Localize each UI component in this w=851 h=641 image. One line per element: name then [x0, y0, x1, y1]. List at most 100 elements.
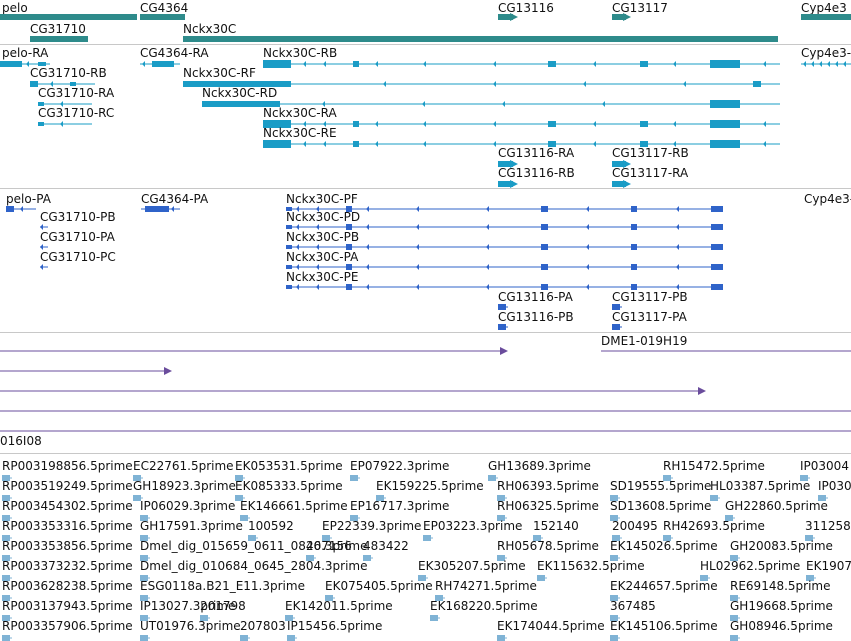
- feature-glyph[interactable]: [498, 178, 525, 190]
- feature-glyph[interactable]: [2, 512, 22, 524]
- feature-glyph[interactable]: [140, 11, 195, 23]
- feature-glyph[interactable]: [488, 472, 508, 484]
- feature-glyph[interactable]: [141, 203, 190, 215]
- feature-glyph[interactable]: [435, 592, 455, 604]
- feature-glyph[interactable]: [612, 11, 638, 23]
- feature-glyph[interactable]: [2, 592, 22, 604]
- feature-glyph[interactable]: [6, 203, 46, 215]
- feature-glyph[interactable]: [610, 632, 630, 641]
- feature-glyph[interactable]: [498, 158, 525, 170]
- feature-glyph[interactable]: [800, 472, 820, 484]
- feature-glyph[interactable]: [730, 612, 750, 624]
- feature-glyph[interactable]: [263, 138, 790, 150]
- feature-glyph[interactable]: [537, 572, 557, 584]
- feature-glyph[interactable]: [38, 98, 102, 110]
- feature-glyph[interactable]: [610, 592, 630, 604]
- feature-glyph[interactable]: [601, 345, 851, 357]
- feature-glyph[interactable]: [350, 512, 370, 524]
- feature-glyph[interactable]: [2, 572, 22, 584]
- feature-glyph[interactable]: [533, 532, 553, 544]
- feature-glyph[interactable]: [497, 552, 517, 564]
- feature-glyph[interactable]: [286, 261, 733, 273]
- feature-glyph[interactable]: [0, 425, 851, 437]
- feature-glyph[interactable]: [325, 592, 345, 604]
- feature-glyph[interactable]: [0, 405, 851, 417]
- feature-glyph[interactable]: [2, 492, 22, 504]
- feature-glyph[interactable]: [2, 532, 22, 544]
- feature-glyph[interactable]: [725, 512, 745, 524]
- feature-glyph[interactable]: [805, 532, 825, 544]
- feature-glyph[interactable]: [322, 532, 342, 544]
- feature-glyph[interactable]: [610, 512, 630, 524]
- feature-glyph[interactable]: [801, 58, 851, 70]
- feature-glyph[interactable]: [663, 532, 683, 544]
- feature-glyph[interactable]: [612, 158, 638, 170]
- feature-glyph[interactable]: [40, 241, 58, 253]
- feature-glyph[interactable]: [497, 632, 517, 641]
- feature-glyph[interactable]: [140, 572, 160, 584]
- feature-glyph[interactable]: [730, 552, 750, 564]
- feature-glyph[interactable]: [350, 472, 370, 484]
- feature-glyph[interactable]: [287, 632, 307, 641]
- feature-glyph[interactable]: [2, 552, 22, 564]
- feature-glyph[interactable]: [140, 612, 160, 624]
- feature-glyph[interactable]: [200, 612, 220, 624]
- feature-glyph[interactable]: [498, 301, 518, 313]
- feature-glyph[interactable]: [663, 472, 683, 484]
- feature-glyph[interactable]: [286, 203, 733, 215]
- feature-glyph[interactable]: [140, 632, 160, 641]
- feature-glyph[interactable]: [730, 632, 750, 641]
- feature-glyph[interactable]: [610, 612, 630, 624]
- feature-glyph[interactable]: [2, 472, 22, 484]
- feature-glyph[interactable]: [40, 221, 58, 233]
- feature-glyph[interactable]: [0, 345, 515, 357]
- feature-glyph[interactable]: [498, 11, 525, 23]
- feature-glyph[interactable]: [700, 572, 720, 584]
- feature-glyph[interactable]: [610, 492, 630, 504]
- feature-glyph[interactable]: [140, 592, 160, 604]
- feature-glyph[interactable]: [818, 492, 838, 504]
- feature-glyph[interactable]: [423, 532, 443, 544]
- feature-glyph[interactable]: [140, 512, 160, 524]
- feature-glyph[interactable]: [40, 261, 58, 273]
- feature-glyph[interactable]: [363, 552, 383, 564]
- feature-glyph[interactable]: [612, 178, 638, 190]
- feature-glyph[interactable]: [286, 221, 733, 233]
- feature-glyph[interactable]: [183, 78, 790, 90]
- feature-glyph[interactable]: [710, 492, 730, 504]
- feature-glyph[interactable]: [140, 58, 190, 70]
- feature-glyph[interactable]: [0, 385, 713, 397]
- feature-glyph[interactable]: [2, 612, 22, 624]
- feature-glyph[interactable]: [140, 552, 160, 564]
- feature-glyph[interactable]: [430, 612, 450, 624]
- feature-glyph[interactable]: [240, 512, 260, 524]
- feature-glyph[interactable]: [30, 33, 98, 45]
- feature-glyph[interactable]: [612, 301, 632, 313]
- feature-glyph[interactable]: [376, 492, 396, 504]
- feature-glyph[interactable]: [286, 281, 733, 293]
- feature-glyph[interactable]: [2, 632, 22, 641]
- feature-glyph[interactable]: [0, 365, 179, 377]
- feature-glyph[interactable]: [497, 492, 517, 504]
- feature-glyph[interactable]: [183, 33, 788, 45]
- feature-glyph[interactable]: [235, 492, 255, 504]
- feature-glyph[interactable]: [285, 612, 305, 624]
- feature-glyph[interactable]: [498, 321, 518, 333]
- feature-glyph[interactable]: [240, 632, 260, 641]
- feature-glyph[interactable]: [0, 58, 60, 70]
- feature-glyph[interactable]: [248, 532, 268, 544]
- feature-glyph[interactable]: [806, 572, 826, 584]
- feature-glyph[interactable]: [610, 552, 630, 564]
- feature-glyph[interactable]: [497, 512, 517, 524]
- feature-glyph[interactable]: [418, 572, 438, 584]
- feature-glyph[interactable]: [612, 532, 632, 544]
- feature-glyph[interactable]: [133, 492, 153, 504]
- feature-glyph[interactable]: [263, 118, 790, 130]
- feature-glyph[interactable]: [306, 552, 326, 564]
- feature-glyph[interactable]: [286, 241, 733, 253]
- feature-glyph[interactable]: [133, 472, 153, 484]
- feature-glyph[interactable]: [263, 58, 790, 70]
- feature-glyph[interactable]: [612, 321, 632, 333]
- feature-glyph[interactable]: [235, 472, 255, 484]
